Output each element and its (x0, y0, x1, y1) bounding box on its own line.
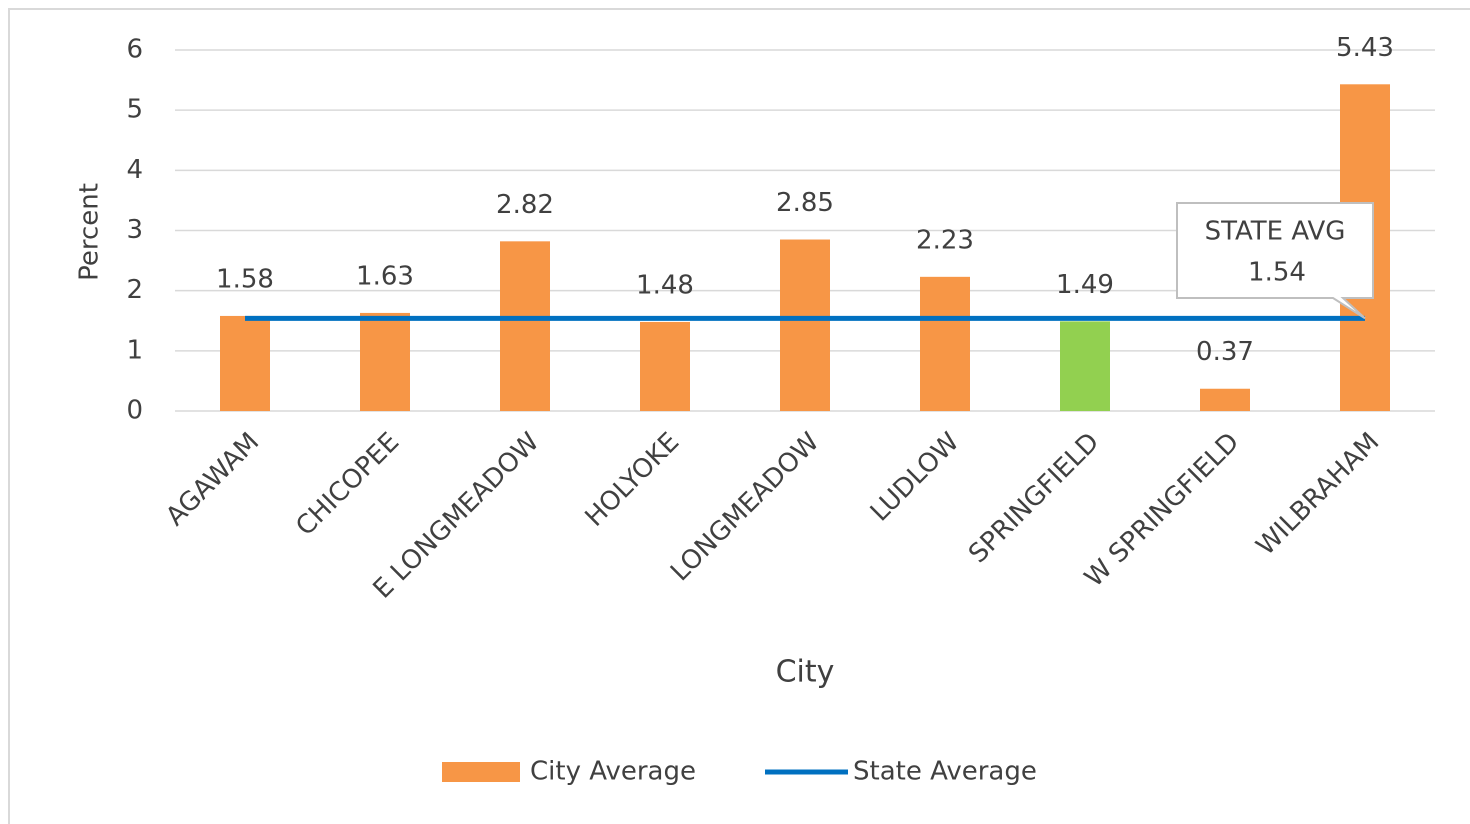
y-tick-label: 4 (126, 155, 143, 185)
bar (640, 321, 690, 411)
y-tick-label: 2 (126, 275, 143, 305)
x-tick-label: W SPRINGFIELD (1079, 427, 1245, 593)
x-tick-label: AGAWAM (160, 427, 265, 532)
bar (1200, 388, 1250, 411)
data-label: 0.37 (1196, 337, 1254, 367)
x-tick-label: WILBRAHAM (1251, 427, 1386, 562)
annotation: STATE AVG (1205, 217, 1346, 247)
x-tick-label: LONGMEADOW (665, 427, 825, 587)
data-label: 2.23 (916, 225, 974, 255)
data-label: 5.43 (1336, 33, 1394, 63)
x-axis-label: City (776, 655, 835, 690)
y-tick-label: 3 (126, 215, 143, 245)
chart-border (8, 8, 1470, 824)
data-label: 1.58 (216, 264, 274, 294)
bar (1060, 321, 1110, 411)
bar (780, 239, 830, 411)
y-tick-label: 0 (126, 396, 143, 426)
y-axis-label: Percent (75, 183, 105, 281)
legend-label: State Average (853, 757, 1037, 787)
x-tick-label: CHICOPEE (290, 427, 405, 542)
data-label: 1.63 (356, 261, 414, 291)
bar (500, 241, 550, 411)
legend-label: City Average (530, 757, 696, 787)
y-tick-label: 6 (126, 35, 143, 65)
callout-box (1176, 202, 1374, 320)
data-label: 2.85 (776, 188, 834, 218)
data-label: 1.54 (1248, 258, 1306, 288)
x-tick-label: HOLYOKE (580, 427, 686, 533)
bar (220, 315, 270, 411)
data-label: 1.49 (1056, 270, 1114, 300)
bar (920, 276, 970, 411)
y-tick-label: 1 (126, 335, 143, 365)
x-tick-label: LUDLOW (865, 427, 965, 527)
data-label: 2.82 (496, 190, 554, 220)
data-label: 1.48 (636, 270, 694, 300)
bar (360, 312, 410, 411)
legend-swatch (442, 762, 520, 782)
x-tick-label: SPRINGFIELD (963, 427, 1105, 569)
y-tick-label: 5 (126, 95, 143, 125)
